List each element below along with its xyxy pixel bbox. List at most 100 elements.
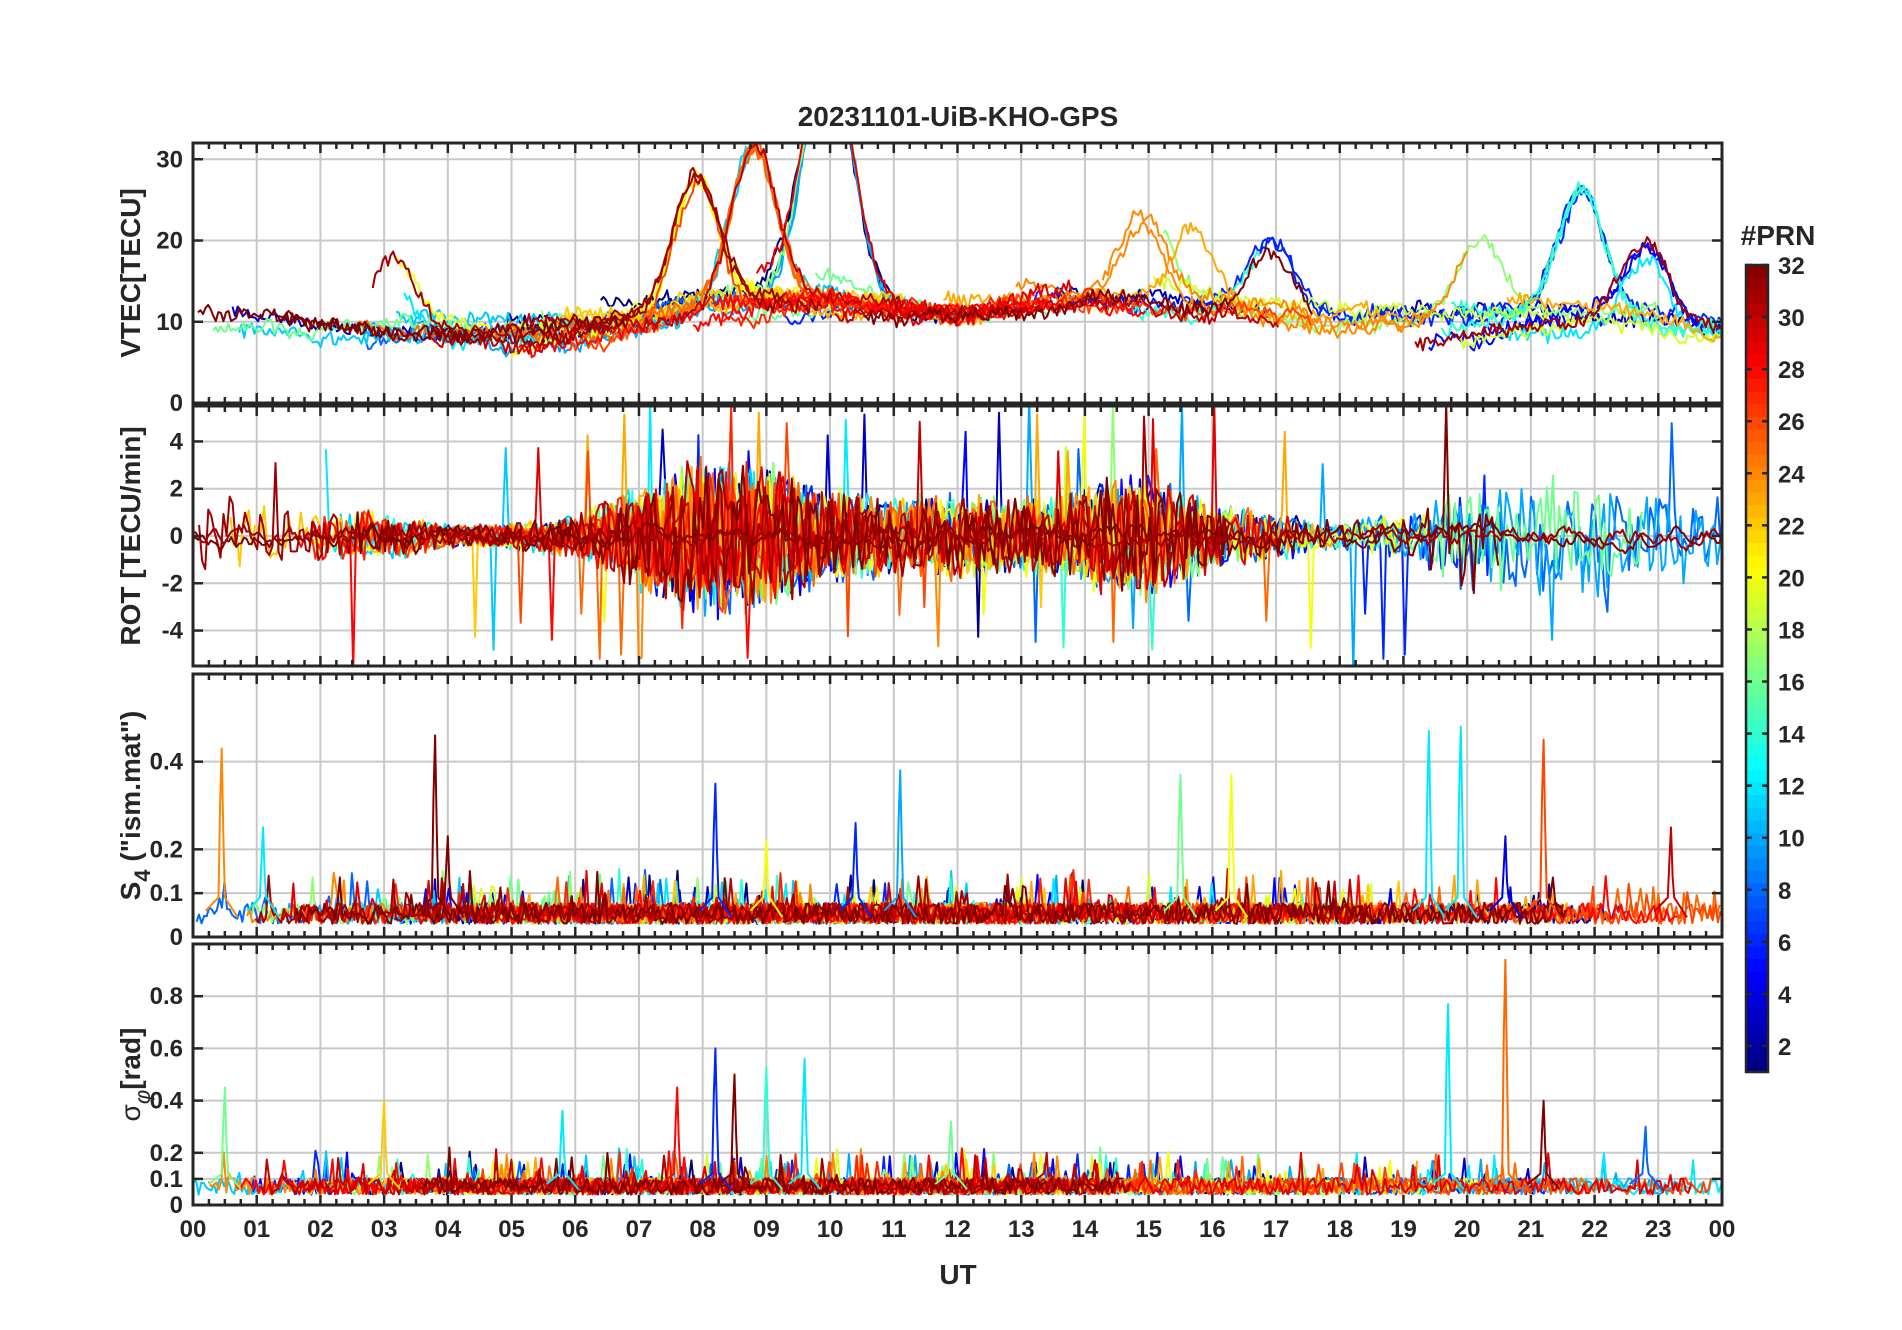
colorbar-segment xyxy=(1746,693,1768,707)
sigma_phi-spike xyxy=(749,1065,784,1190)
y-tick-label: -2 xyxy=(162,570,183,597)
traces-rot xyxy=(193,406,1722,666)
colorbar-tick-label: 30 xyxy=(1778,305,1805,332)
colorbar-segment xyxy=(1746,756,1768,770)
colorbar-segment xyxy=(1746,807,1768,821)
rot-baseline-prn-32 xyxy=(193,521,1722,555)
y-tick-label: 0.6 xyxy=(150,1035,183,1062)
colorbar-frame xyxy=(1744,263,1770,1074)
colorbar-segment xyxy=(1746,340,1768,354)
colorbar-segment xyxy=(1746,428,1768,443)
colorbar-segment xyxy=(1746,1059,1768,1073)
sigma_phi-spike xyxy=(934,1120,968,1190)
panel-vtec: 0 10 20 30 VTEC[TECU] xyxy=(115,141,1724,417)
s4-spike xyxy=(204,747,239,918)
colorbar-segment xyxy=(1746,302,1768,317)
s4-spike xyxy=(838,822,873,918)
colorbar-segment xyxy=(1746,567,1768,581)
colorbar-segment xyxy=(1746,441,1768,455)
x-tick-label: 16 xyxy=(1199,1216,1226,1243)
x-tick-label: 03 xyxy=(371,1216,398,1243)
colorbar-tick-label: 6 xyxy=(1778,930,1791,957)
colorbar-segment xyxy=(1746,328,1768,342)
sigma_phi-spike xyxy=(1488,958,1523,1190)
x-tick-label: 22 xyxy=(1581,1216,1608,1243)
vtec-trace-prn-31 xyxy=(430,166,786,348)
colorbar-segment xyxy=(1746,668,1768,682)
y-tick-label: 20 xyxy=(156,228,183,255)
colorbar-segment xyxy=(1746,895,1768,909)
s4-spike xyxy=(1412,730,1446,918)
x-tick-label: 07 xyxy=(626,1216,653,1243)
sigma_phi-spike xyxy=(660,1086,694,1190)
colorbar-segment xyxy=(1746,845,1768,859)
colorbar-segment xyxy=(1746,920,1768,934)
s4-spike xyxy=(883,769,917,918)
vtec-trace-prn-14 xyxy=(1450,181,1722,338)
y-tick-label: 0.2 xyxy=(150,836,183,863)
x-tick-label: 18 xyxy=(1326,1216,1353,1243)
vtec-trace-prn-19 xyxy=(1153,276,1552,325)
colorbar-segment xyxy=(1746,517,1768,531)
colorbar-tick-label: 24 xyxy=(1778,461,1805,488)
colorbar-segment xyxy=(1746,265,1768,279)
colorbar-segment xyxy=(1746,945,1768,960)
colorbar-segment xyxy=(1746,466,1768,480)
colorbar-segment xyxy=(1746,781,1768,796)
colorbar-segment xyxy=(1746,365,1768,380)
vtec-trace-prn-26 xyxy=(1077,299,1312,326)
colorbar-segment xyxy=(1746,681,1768,695)
s4-trace-prn-32 xyxy=(295,870,1567,925)
x-tick-label: 11 xyxy=(881,1216,906,1243)
sigma_phi-spike xyxy=(1030,1151,1064,1190)
vtec-trace-prn-31 xyxy=(371,172,823,341)
colorbar-segment xyxy=(1746,832,1768,846)
colorbar-tick-label: 12 xyxy=(1778,774,1805,801)
y-tick-label: 0.4 xyxy=(150,1088,184,1115)
sigma_phi-spike xyxy=(1628,1125,1663,1190)
colorbar-tick-label: 20 xyxy=(1778,565,1805,592)
colorbar-segment xyxy=(1746,882,1768,897)
colorbar-segment xyxy=(1746,353,1768,367)
vtec-trace-prn-19 xyxy=(1458,314,1722,350)
sigma_phi-trace-prn-32 xyxy=(422,1146,1123,1196)
panel-rot: -4 -2 0 2 4 ROT [TECU/min] xyxy=(115,404,1724,668)
chart-title: 20231101-UiB-KHO-GPS xyxy=(798,101,1119,132)
y-tick-label: 0 xyxy=(170,1192,183,1219)
colorbar-segment xyxy=(1746,315,1768,329)
colorbar-segment xyxy=(1746,971,1768,985)
x-tick-label: 08 xyxy=(689,1216,716,1243)
s4-spike xyxy=(246,826,280,918)
y-tick-label: 0.2 xyxy=(150,1140,183,1167)
colorbar-tick-label: 26 xyxy=(1778,409,1805,436)
sigma_phi-spike xyxy=(545,1110,580,1190)
y-axis-label: VTEC[TECU] xyxy=(115,188,146,358)
vtec-trace-prn-14 xyxy=(1440,189,1722,339)
colorbar-segment xyxy=(1746,555,1768,569)
colorbar-segment xyxy=(1746,870,1768,884)
colorbar-segment xyxy=(1746,744,1768,758)
colorbar-segment xyxy=(1746,403,1768,417)
colorbar-segment xyxy=(1746,794,1768,808)
x-tick-label: 04 xyxy=(434,1216,461,1243)
colorbar-tick-label: 4 xyxy=(1778,982,1792,1009)
panel-s4: 0 0.1 0.2 0.4S4 ("ism.mat") xyxy=(115,672,1724,951)
y-tick-label: 0.8 xyxy=(150,983,183,1010)
s4-spike xyxy=(1526,738,1561,918)
y-tick-label: 4 xyxy=(170,428,184,455)
panel-sigma_phi: 00.10.2 0.4 0.6 0.8 σφ[rad] 00 01 02 03 04 05 06 07 0… xyxy=(115,942,1736,1243)
colorbar-segment xyxy=(1746,454,1768,468)
y-tick-label: 10 xyxy=(156,309,183,336)
colorbar-segment xyxy=(1746,605,1768,619)
colorbar-segment xyxy=(1746,378,1768,392)
vtec-trace-prn-23 xyxy=(1506,291,1722,343)
y-tick-label: 0.1 xyxy=(150,1166,183,1193)
x-tick-label: 00 xyxy=(1709,1216,1736,1243)
colorbar-segment xyxy=(1746,592,1768,607)
colorbar-segment xyxy=(1746,416,1768,430)
x-tick-label: 19 xyxy=(1390,1216,1417,1243)
colorbar-segment xyxy=(1746,819,1768,834)
x-tick-label: 01 xyxy=(243,1216,270,1243)
